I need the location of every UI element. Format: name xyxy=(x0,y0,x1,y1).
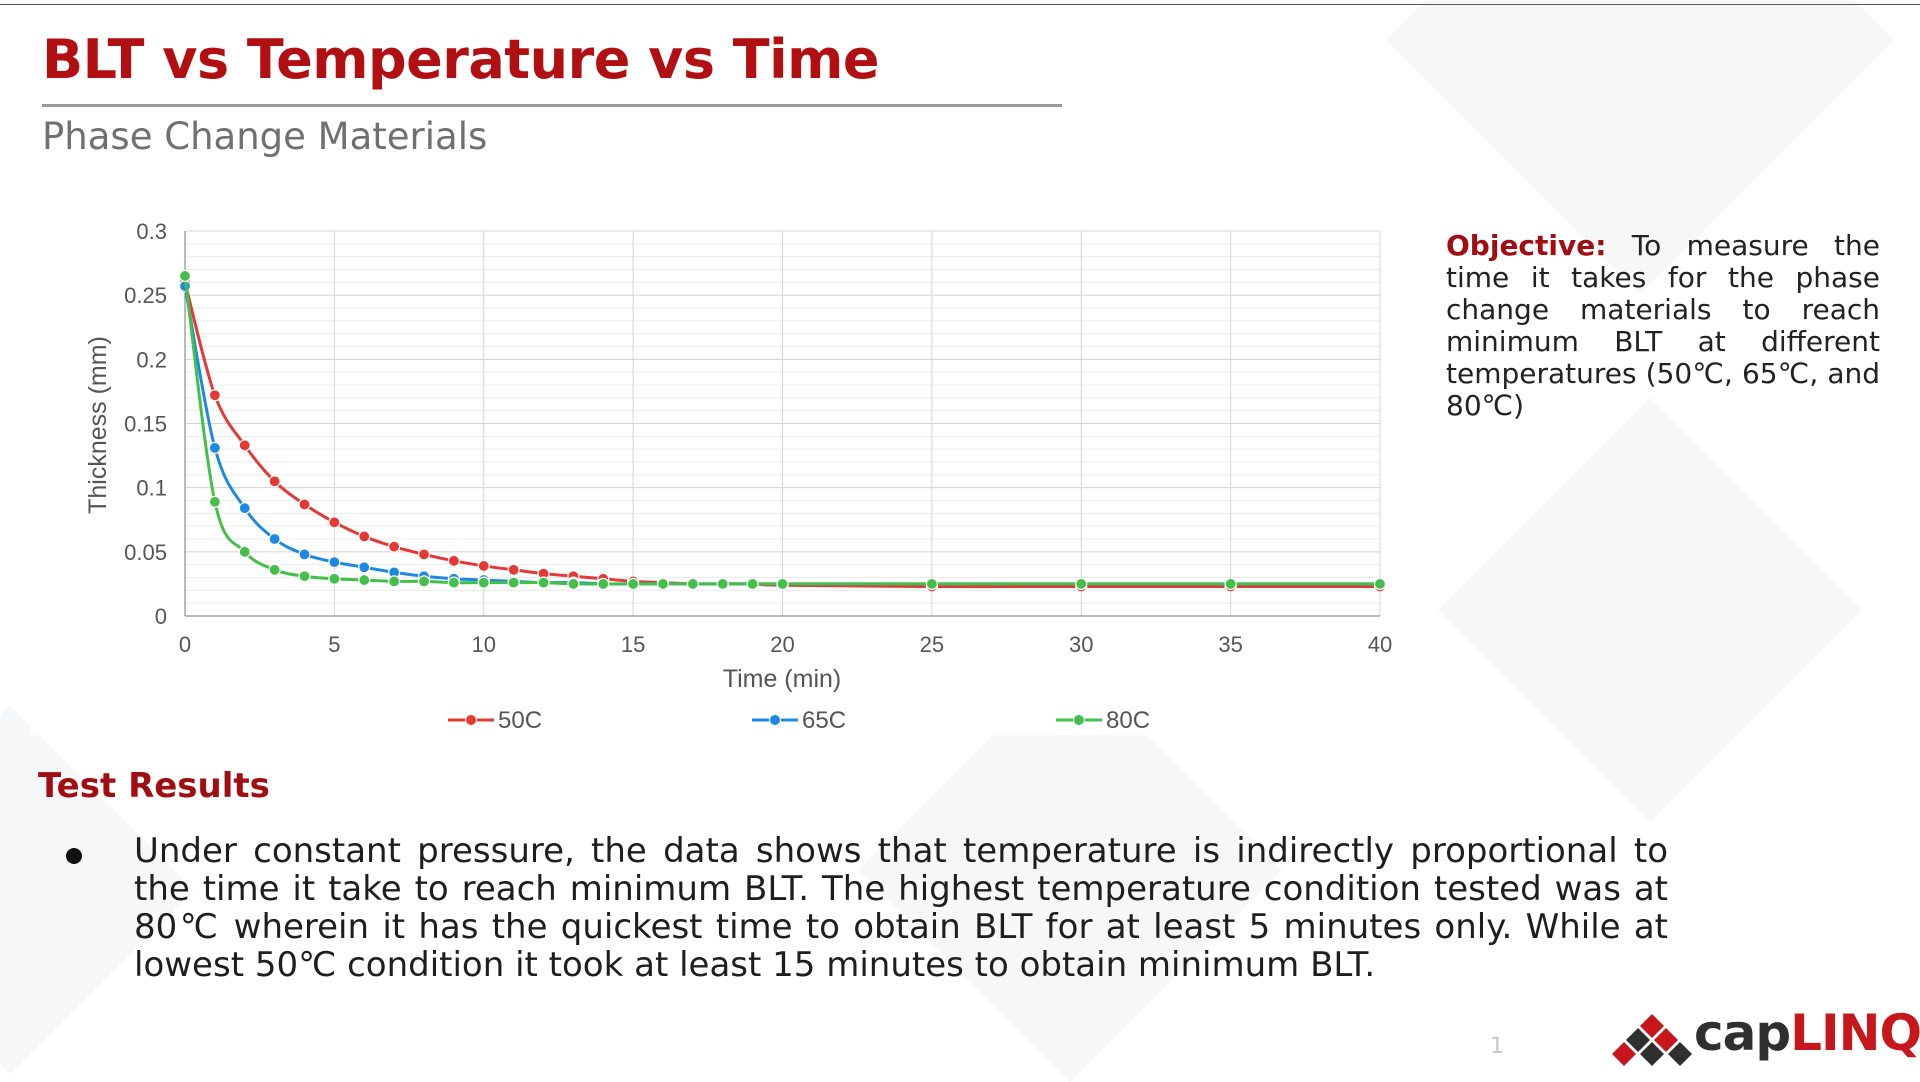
x-tick-label: 5 xyxy=(328,632,340,657)
data-point-80c xyxy=(925,577,938,591)
background-facet xyxy=(1437,397,1863,823)
data-point-80c xyxy=(537,576,550,589)
title-underline xyxy=(42,104,1062,107)
x-tick-label: 10 xyxy=(472,632,496,657)
caplinq-logo: capLINQ xyxy=(1610,1004,1920,1070)
data-point-80c xyxy=(358,573,371,587)
y-tick-label: 0.1 xyxy=(136,476,167,501)
data-point-80c xyxy=(328,572,341,585)
data-point-65c xyxy=(208,441,221,454)
legend-marker-80c xyxy=(1073,714,1085,726)
data-point-80c xyxy=(268,563,281,576)
data-point-50c xyxy=(507,563,520,576)
objective-block: Objective: To measure the time it takes … xyxy=(1446,230,1880,422)
logo-text-linq: LINQ xyxy=(1790,1004,1920,1062)
data-point-80c xyxy=(178,269,192,283)
diamond-cluster-icon xyxy=(1612,1014,1692,1066)
data-point-65c xyxy=(358,561,371,574)
legend-label-65c: 65C xyxy=(802,707,846,734)
slide-subtitle: Phase Change Materials xyxy=(42,115,488,158)
y-tick-label: 0.15 xyxy=(124,412,167,437)
data-point-80c xyxy=(716,577,729,591)
data-point-50c xyxy=(328,516,341,529)
chart-legend: 50C 65C 80C xyxy=(448,707,1150,734)
data-point-50c xyxy=(268,475,281,488)
x-tick-label: 15 xyxy=(621,632,645,657)
y-axis-ticks: 0 0.05 0.1 0.15 0.2 0.25 0.3 xyxy=(124,219,167,629)
y-tick-label: 0.05 xyxy=(124,540,167,565)
data-point-80c xyxy=(597,577,610,591)
data-point-50c xyxy=(238,439,251,452)
legend-marker-50c xyxy=(465,714,477,726)
y-tick-label: 0.25 xyxy=(124,283,167,308)
data-point-80c xyxy=(298,570,311,583)
x-tick-label: 35 xyxy=(1218,632,1242,657)
y-tick-label: 0 xyxy=(155,604,167,629)
test-results-bullet: Under constant pressure, the data shows … xyxy=(134,831,1668,985)
data-point-80c xyxy=(447,576,460,589)
y-tick-label: 0.3 xyxy=(136,219,167,244)
x-axis-ticks: 0 5 10 15 20 25 30 35 40 xyxy=(179,632,1392,657)
top-border-line xyxy=(0,4,1920,5)
data-point-65c xyxy=(298,548,311,561)
x-tick-label: 25 xyxy=(920,632,944,657)
data-point-80c xyxy=(567,577,580,591)
page-number: 1 xyxy=(1490,1034,1504,1059)
data-point-80c xyxy=(1373,577,1387,591)
blt-line-chart: 0 0.05 0.1 0.15 0.2 0.25 0.3 0 5 10 15 20 25 30 35 40 … xyxy=(30,213,1410,735)
chart-gridlines xyxy=(184,230,1381,617)
data-point-80c xyxy=(1224,577,1237,591)
data-point-50c xyxy=(388,540,401,553)
x-tick-label: 30 xyxy=(1069,632,1093,657)
legend-label-50c: 50C xyxy=(498,707,542,734)
data-point-50c xyxy=(477,559,490,573)
test-results-heading: Test Results xyxy=(38,766,270,806)
y-tick-label: 0.2 xyxy=(136,347,167,372)
data-point-65c xyxy=(238,502,251,515)
data-point-80c xyxy=(477,576,490,589)
data-point-80c xyxy=(746,577,759,591)
data-point-80c xyxy=(238,545,251,558)
data-point-50c xyxy=(298,498,311,511)
bullet-icon xyxy=(66,848,82,864)
x-tick-label: 40 xyxy=(1368,632,1392,657)
legend-marker-65c xyxy=(769,714,781,726)
legend-label-80c: 80C xyxy=(1106,707,1150,734)
data-point-80c xyxy=(1075,577,1088,591)
logo-text-cap: cap xyxy=(1694,1004,1791,1062)
data-point-80c xyxy=(388,575,401,588)
data-point-50c xyxy=(417,548,431,561)
data-point-65c xyxy=(268,532,281,546)
chart-series xyxy=(178,269,1387,593)
y-axis-label: Thickness (mm) xyxy=(84,336,112,514)
x-axis-label: Time (min) xyxy=(723,665,842,693)
objective-label: Objective: xyxy=(1446,229,1607,262)
x-tick-label: 20 xyxy=(770,632,794,657)
objective-text: To measure the time it takes for the pha… xyxy=(1446,229,1880,422)
data-point-80c xyxy=(686,577,699,591)
data-point-80c xyxy=(417,575,431,588)
x-tick-label: 0 xyxy=(179,632,191,657)
slide-title: BLT vs Temperature vs Time xyxy=(42,28,880,91)
data-point-80c xyxy=(776,577,789,591)
data-point-50c xyxy=(358,530,371,543)
data-point-65c xyxy=(328,556,341,569)
data-point-50c xyxy=(447,554,460,567)
data-point-80c xyxy=(507,576,520,589)
logo-text: capLINQ xyxy=(1694,1004,1920,1062)
data-point-80c xyxy=(208,495,221,508)
data-point-80c xyxy=(627,577,640,591)
chart-svg: 00.050.10.150.20.250.3 0 5 10 15 20 25 30 35 40 … xyxy=(84,219,1392,734)
data-point-50c xyxy=(208,389,221,402)
data-point-80c xyxy=(656,577,670,591)
